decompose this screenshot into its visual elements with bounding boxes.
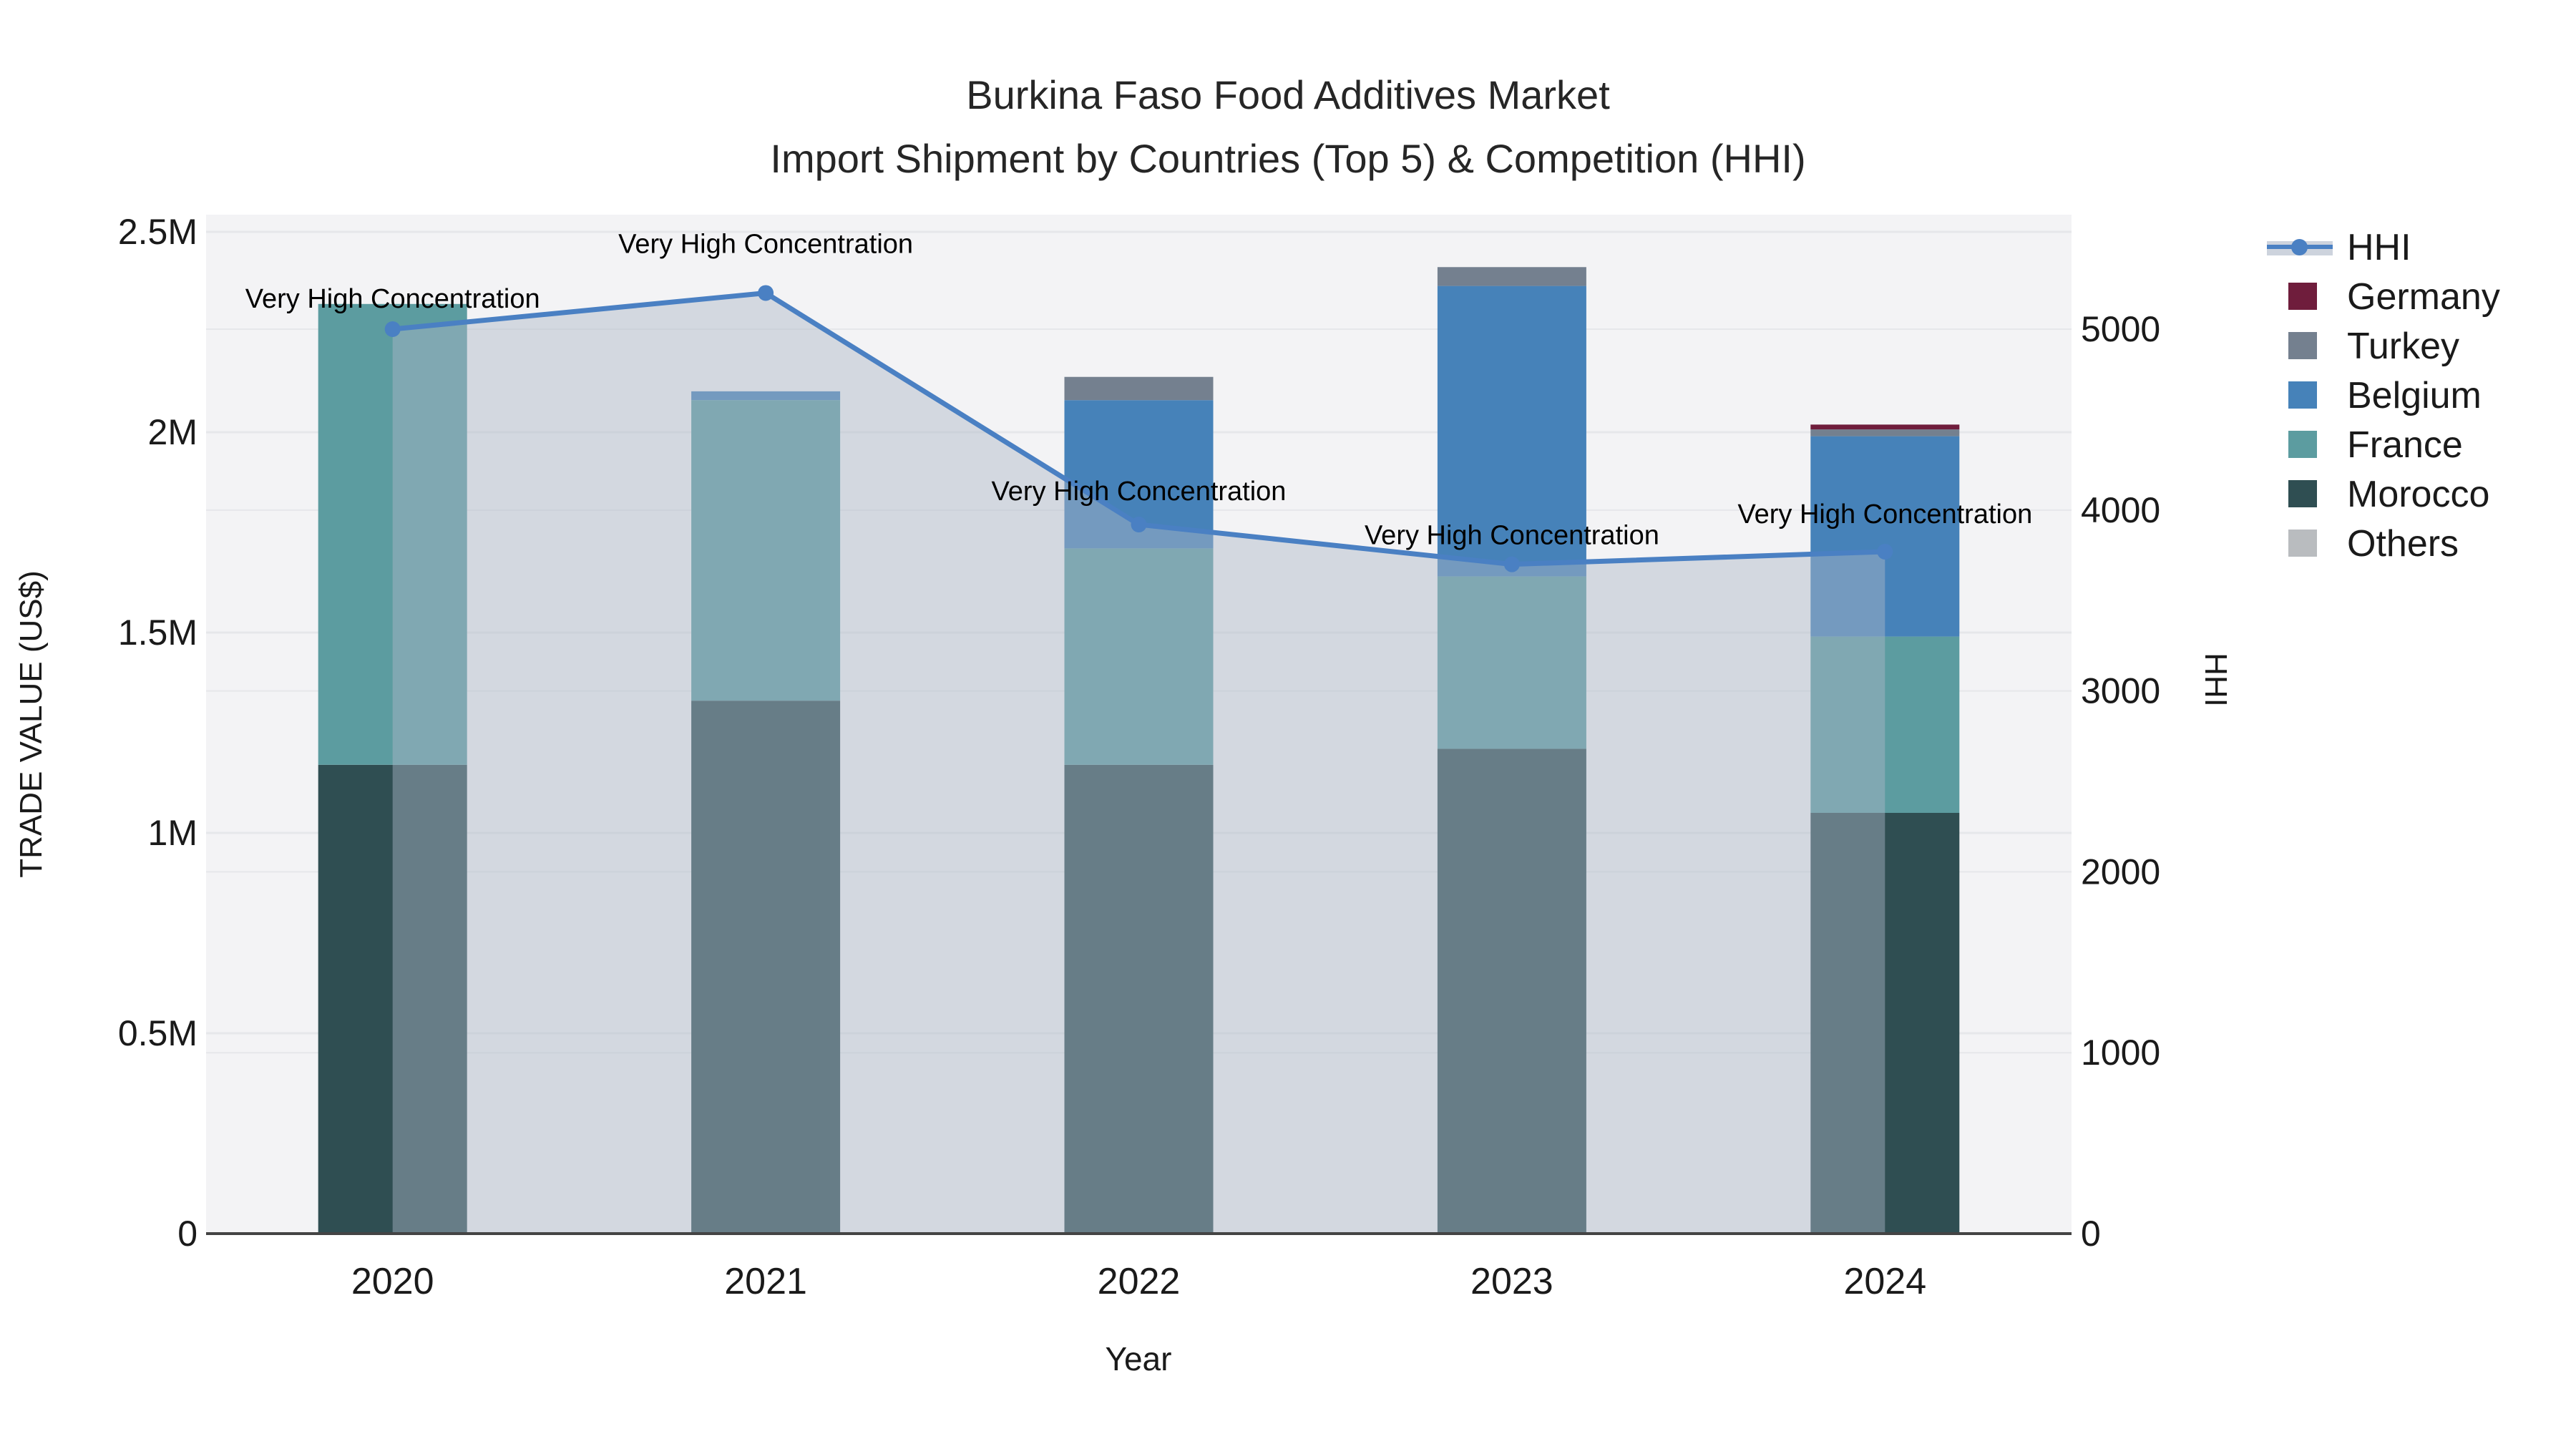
hhi-dot-icon — [2291, 239, 2308, 255]
legend-label: France — [2347, 424, 2463, 466]
y-right-tick-label: 3000 — [2081, 671, 2160, 711]
legend-swatch-icon — [2267, 371, 2333, 420]
annotation-2023: Very High Concentration — [1365, 521, 1659, 551]
y-axis-left-title: TRADE VALUE (US$) — [14, 570, 49, 878]
annotation-2024: Very High Concentration — [1737, 499, 2032, 530]
legend-swatch-icon — [2267, 321, 2333, 371]
bar-segment-france-2021[interactable] — [691, 400, 841, 701]
x-axis: 2020 2021 2022 2023 2024 — [206, 1232, 2072, 1302]
legend-color-square — [2288, 530, 2317, 557]
bar-segment-turkey-2023[interactable] — [1437, 267, 1586, 286]
legend-item-hhi[interactable]: HHI — [2267, 223, 2500, 272]
bar-segment-morocco-2020[interactable] — [318, 764, 467, 1234]
x-tick-label-2023: 2023 — [1470, 1261, 1553, 1302]
y-axis-right-ticks: 0 1000 2000 3000 4000 5000 — [2081, 309, 2160, 1254]
y-right-tick-label: 5000 — [2081, 309, 2160, 349]
chart-title: Burkina Faso Food Additives Market Impor… — [0, 63, 2576, 190]
legend: HHI Germany Turkey Belgium France Morocco Othe… — [2267, 223, 2500, 568]
bar-segment-morocco-2023[interactable] — [1437, 748, 1586, 1234]
legend-label: Germany — [2347, 275, 2500, 318]
bar-segment-belgium-2024[interactable] — [1810, 436, 1960, 637]
bar-segment-france-2022[interactable] — [1064, 548, 1214, 765]
legend-label: Morocco — [2347, 473, 2490, 515]
hhi-marker-2022[interactable] — [1131, 517, 1147, 533]
y-right-tick-label: 0 — [2081, 1214, 2101, 1254]
bar-segment-france-2020[interactable] — [318, 303, 467, 765]
legend-swatch-icon — [2267, 420, 2333, 469]
y-axis-right-title: HHI — [2198, 653, 2233, 707]
chart-title-line2: Import Shipment by Countries (Top 5) & C… — [770, 136, 1806, 181]
y-left-tick-label: 1.5M — [118, 613, 197, 653]
bar-series-group — [318, 267, 1960, 1234]
y-right-tick-label: 1000 — [2081, 1033, 2160, 1073]
bar-segment-turkey-2024[interactable] — [1810, 429, 1960, 436]
legend-color-square — [2288, 431, 2317, 458]
hhi-marker-2023[interactable] — [1503, 556, 1520, 572]
y-right-tick-label: 4000 — [2081, 490, 2160, 530]
bar-segment-morocco-2022[interactable] — [1064, 764, 1214, 1234]
hhi-area-polygon — [392, 293, 1885, 1234]
legend-color-square — [2288, 480, 2317, 507]
legend-label: Turkey — [2347, 325, 2459, 367]
hhi-marker-2021[interactable] — [758, 285, 774, 301]
x-tick-label-2020: 2020 — [351, 1261, 434, 1302]
legend-item-france[interactable]: France — [2267, 420, 2500, 469]
bar-segment-belgium-2021[interactable] — [691, 391, 841, 401]
y-left-tick-label: 0 — [177, 1214, 197, 1254]
bar-segment-belgium-2023[interactable] — [1437, 286, 1586, 577]
bar-segment-france-2024[interactable] — [1810, 636, 1960, 813]
bar-segment-turkey-2022[interactable] — [1064, 376, 1214, 401]
hhi-area-fill — [392, 293, 1885, 1234]
legend-item-others[interactable]: Others — [2267, 519, 2500, 568]
legend-color-square — [2288, 283, 2317, 310]
x-tick-label-2021: 2021 — [724, 1261, 807, 1302]
bar-segment-morocco-2024[interactable] — [1810, 813, 1960, 1234]
bar-segment-morocco-2021[interactable] — [691, 701, 841, 1234]
hhi-marker-2020[interactable] — [384, 321, 401, 338]
legend-item-turkey[interactable]: Turkey — [2267, 321, 2500, 371]
hhi-line-swatch-icon — [2267, 223, 2333, 272]
y-left-tick-label: 2M — [148, 412, 197, 452]
annotations-group: Very High Concentration Very High Concent… — [245, 229, 2033, 550]
legend-swatch-icon — [2267, 519, 2333, 568]
legend-label: HHI — [2347, 226, 2411, 268]
hhi-marker-2024[interactable] — [1877, 543, 1893, 560]
legend-color-square — [2288, 381, 2317, 409]
y-left-tick-label: 2.5M — [118, 212, 197, 252]
y-left-tick-label: 0.5M — [118, 1013, 197, 1053]
annotation-2020: Very High Concentration — [245, 284, 540, 314]
annotation-2021: Very High Concentration — [618, 229, 913, 259]
annotation-2022: Very High Concentration — [992, 477, 1287, 507]
legend-item-belgium[interactable]: Belgium — [2267, 371, 2500, 420]
y-right-tick-label: 2000 — [2081, 852, 2160, 892]
legend-item-morocco[interactable]: Morocco — [2267, 469, 2500, 519]
y-left-tick-label: 1M — [148, 813, 197, 853]
hhi-line-group — [384, 285, 1893, 572]
legend-label: Others — [2347, 522, 2459, 565]
bar-segment-germany-2024[interactable] — [1810, 424, 1960, 430]
legend-swatch-icon — [2267, 272, 2333, 321]
legend-label: Belgium — [2347, 374, 2482, 416]
legend-color-square — [2288, 332, 2317, 359]
legend-item-germany[interactable]: Germany — [2267, 272, 2500, 321]
legend-swatch-icon — [2267, 469, 2333, 519]
x-tick-label-2022: 2022 — [1098, 1261, 1181, 1302]
bar-segment-france-2023[interactable] — [1437, 576, 1586, 749]
x-tick-label-2024: 2024 — [1843, 1261, 1926, 1302]
y-axis-left-ticks: 0 0.5M 1M 1.5M 2M 2.5M — [118, 212, 197, 1254]
x-axis-title: Year — [1106, 1340, 1172, 1377]
chart-title-line1: Burkina Faso Food Additives Market — [966, 72, 1610, 117]
